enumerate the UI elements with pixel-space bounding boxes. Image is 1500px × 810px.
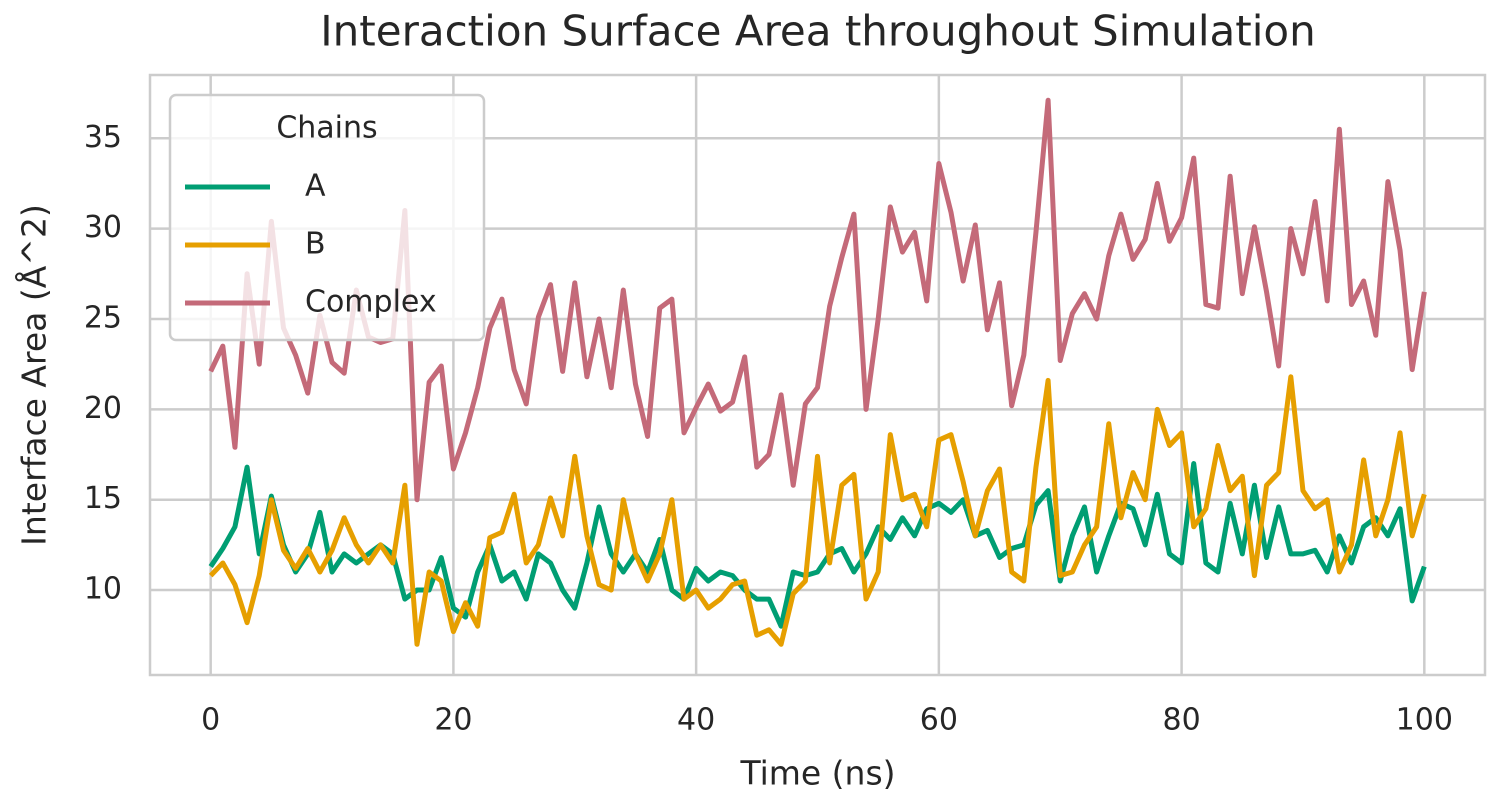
x-tick-label: 100 — [1396, 703, 1453, 738]
legend-box — [168, 93, 486, 342]
x-tick-label: 20 — [434, 703, 472, 738]
y-tick-label: 25 — [84, 300, 122, 335]
legend-label: B — [305, 227, 326, 262]
legend-label: A — [305, 169, 326, 204]
series-line — [208, 374, 1427, 647]
chart-title: Interaction Surface Area throughout Simu… — [320, 7, 1315, 56]
x-tick-label: 80 — [1162, 703, 1200, 738]
x-tick-label: 40 — [677, 703, 715, 738]
x-tick-label: 60 — [920, 703, 958, 738]
x-axis-label: Time (ns) — [739, 754, 895, 793]
y-axis-label: Interface Area (Å^2) — [14, 204, 54, 546]
y-tick-label: 30 — [84, 210, 122, 245]
y-tick-label: 20 — [84, 391, 122, 426]
x-tick-label: 0 — [201, 703, 220, 738]
y-tick-label: 10 — [84, 572, 122, 607]
y-tick-label: 15 — [84, 481, 122, 516]
y-tick-label: 35 — [84, 120, 122, 155]
series-line — [208, 97, 1427, 503]
legend-label: Complex — [305, 285, 437, 320]
legend-title: Chains — [276, 111, 377, 146]
plot-frame — [148, 73, 1487, 677]
